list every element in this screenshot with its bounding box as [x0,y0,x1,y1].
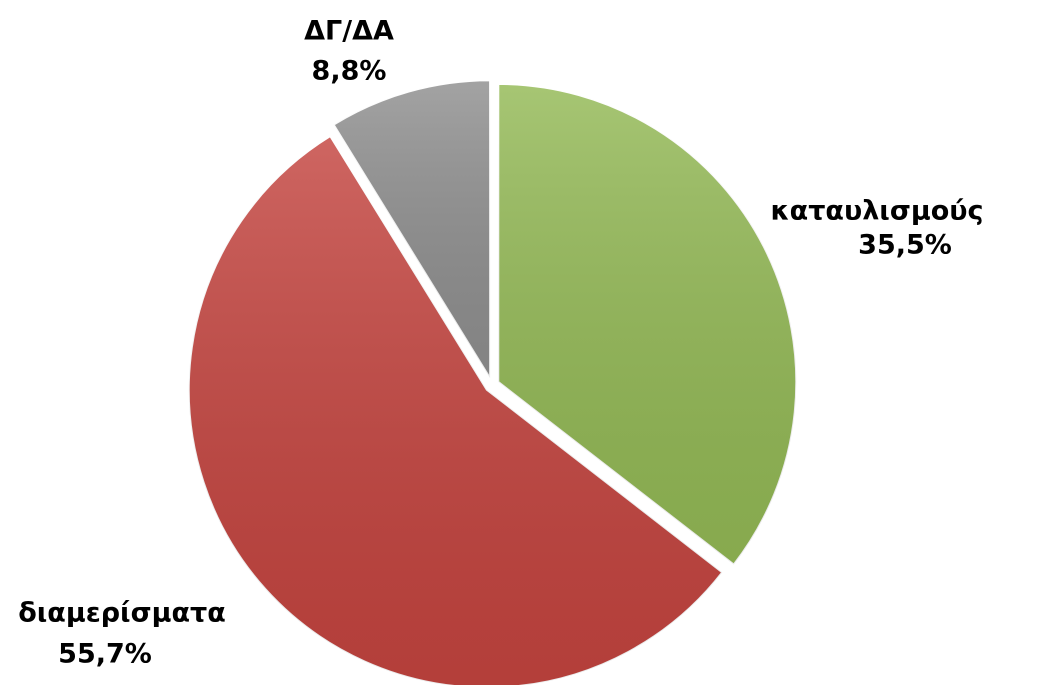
slice-value-label: 35,5% [858,230,952,261]
slice-shade [188,136,723,685]
slice-value-label: 8,8% [312,56,387,87]
slice-shade [498,83,797,565]
slice-shade [333,80,491,379]
slice-label: διαμερίσματα [18,598,226,629]
slice-label: καταυλισμούς [770,196,983,227]
slice-value-label: 55,7% [58,639,152,670]
slice-label: ΔΓ/ΔΑ [304,16,394,47]
